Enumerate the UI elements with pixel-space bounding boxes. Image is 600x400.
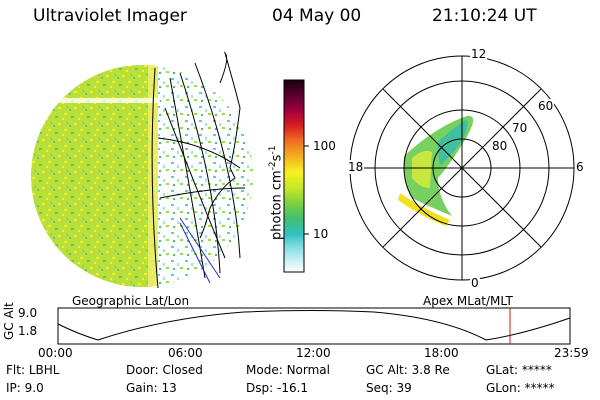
apex-label: Apex MLat/MLT (423, 294, 513, 308)
mlat-80-label: 80 (491, 139, 509, 153)
mlat-70-label: 70 (511, 121, 529, 135)
polar-grid (349, 55, 575, 281)
status-filter: Flt: LBHL (6, 363, 60, 377)
timeline-xtick-2359: 23:59 (554, 346, 589, 360)
status-door: Door: Closed (126, 363, 203, 377)
color-scale-bar (283, 79, 309, 273)
status-glat: GLat: ***** (486, 363, 552, 377)
auroral-oval (398, 115, 474, 226)
mlt-18-label: 18 (347, 160, 365, 174)
geographic-grid-lines (151, 52, 246, 289)
timeline-xtick-0000: 00:00 (38, 346, 73, 360)
timeline-ytick-1-8: 1.8 (18, 324, 38, 338)
colorbar-tick-100: 100 (313, 139, 336, 153)
colorbar-tick-10: 10 (313, 227, 329, 241)
status-gc-alt: GC Alt: 3.8 Re (366, 363, 450, 377)
timeline-xtick-1200: 12:00 (296, 346, 331, 360)
status-ip: IP: 9.0 (6, 381, 44, 395)
colorbar-unit-label: photon cm-2s-1 (268, 145, 285, 240)
mlat-60-label: 60 (537, 99, 555, 113)
timeline-axis-label: GC Alt (2, 302, 16, 340)
mlt-6-label: 6 (575, 160, 585, 174)
earth-disk (31, 65, 253, 287)
altitude-timeline (57, 307, 571, 345)
mlt-0-label: 0 (470, 276, 480, 290)
status-glon: GLon: ***** (486, 381, 555, 395)
timeline-xtick-1800: 18:00 (424, 346, 459, 360)
status-mode: Mode: Normal (246, 363, 330, 377)
status-seq: Seq: 39 (366, 381, 412, 395)
geographic-label: Geographic Lat/Lon (72, 294, 190, 308)
observation-date: 04 May 00 (272, 6, 362, 26)
status-dsp: Dsp: -16.1 (246, 381, 309, 395)
timeline-xtick-0600: 06:00 (168, 346, 203, 360)
status-gain: Gain: 13 (126, 381, 177, 395)
polar-mlt-plot (349, 55, 575, 281)
observation-time: 21:10:24 UT (432, 6, 537, 26)
instrument-title: Ultraviolet Imager (33, 6, 187, 26)
mlt-12-label: 12 (470, 47, 488, 61)
geographic-image (31, 52, 253, 289)
timeline-ytick-9: 9.0 (18, 306, 38, 320)
